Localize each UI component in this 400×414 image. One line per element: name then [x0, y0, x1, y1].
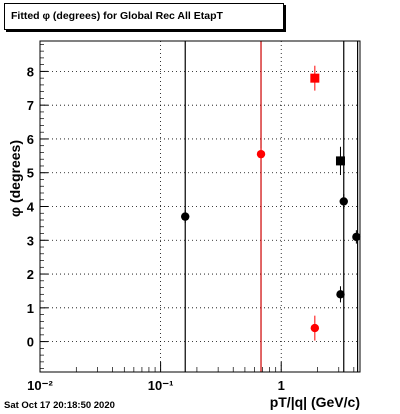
y-tick-label: 0 — [27, 335, 34, 350]
data-point-circle — [352, 232, 361, 242]
y-tick-label: 2 — [27, 267, 34, 282]
vertical-lines — [184, 41, 359, 372]
x-tick-label: 10⁻² — [27, 378, 53, 393]
x-tick-label: 10⁻¹ — [148, 378, 174, 393]
y-tick-label: 7 — [27, 98, 34, 113]
y-tick-label: 3 — [27, 233, 34, 248]
y-tick-label: 4 — [27, 200, 35, 215]
data-points — [181, 65, 361, 341]
y-tick-label: 6 — [27, 132, 34, 147]
data-point-circle — [336, 290, 345, 299]
data-point-circle — [339, 197, 348, 206]
data-point-square — [310, 73, 320, 83]
x-axis-label: pT/|q| (GeV/c) — [269, 394, 360, 410]
y-axis-label: φ (degrees) — [7, 140, 23, 217]
data-point-square — [335, 156, 345, 166]
chart-title: Fitted φ (degrees) for Global Rec All Et… — [11, 10, 223, 22]
timestamp: Sat Oct 17 20:18:50 2020 — [4, 400, 115, 411]
y-tick-label: 8 — [27, 64, 34, 79]
y-tick-label: 1 — [27, 301, 34, 316]
y-tick-label: 5 — [27, 166, 34, 181]
ticks: 0 1 2 3 4 5 6 7 8 10⁻² 10⁻¹ 1 — [27, 44, 355, 393]
data-point-circle — [256, 149, 266, 159]
plot-frame — [39, 40, 361, 373]
x-tick-label: 1 — [278, 378, 285, 393]
grid — [39, 41, 360, 372]
data-point-circle — [310, 323, 320, 333]
data-point-circle — [181, 212, 190, 221]
title-box: Fitted φ (degrees) for Global Rec All Et… — [4, 3, 284, 30]
